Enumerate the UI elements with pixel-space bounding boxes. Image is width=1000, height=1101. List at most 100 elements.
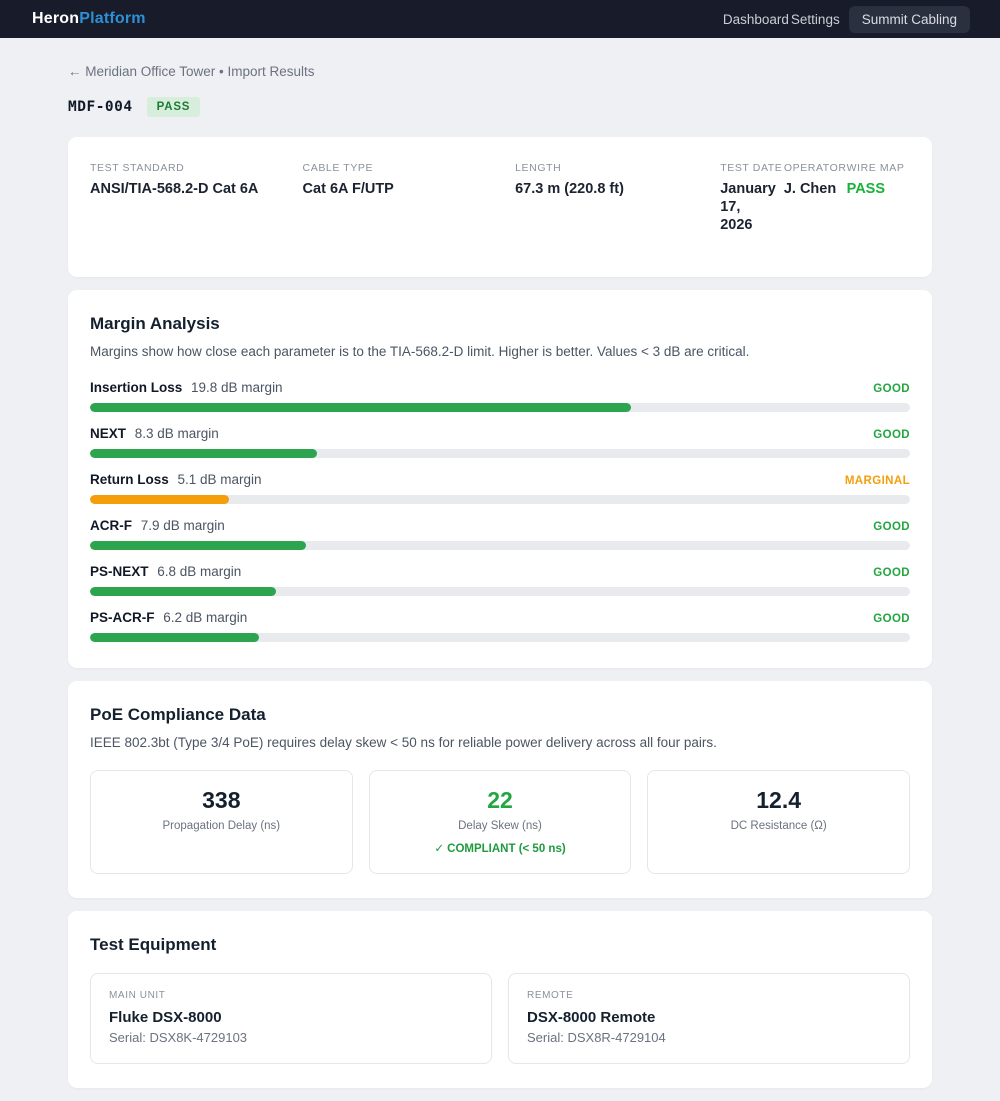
parameter-name: ACR-F bbox=[90, 518, 132, 533]
margin-row-head: PS-NEXT 6.8 dB margin GOOD bbox=[90, 563, 910, 581]
summary-field-label: Length bbox=[515, 162, 562, 174]
org-selector-button[interactable]: Summit Cabling bbox=[848, 5, 970, 33]
equipment-serial: Serial: DSX8K-4729103 bbox=[109, 1030, 248, 1045]
summary-field-label: Operator bbox=[783, 162, 847, 174]
margin-bar-track bbox=[90, 495, 910, 504]
margin-bar-fill bbox=[90, 495, 230, 504]
margin-row-label: PS-ACR-F 6.2 dB margin bbox=[90, 609, 247, 627]
margin-analysis-card: Margin Analysis Margins show how close e… bbox=[68, 290, 932, 668]
margin-status-label: MARGINAL bbox=[844, 475, 910, 487]
margin-status-label: GOOD bbox=[873, 567, 910, 579]
margin-row: Insertion Loss 19.8 dB margin GOOD bbox=[90, 379, 910, 412]
equipment-serial: Serial: DSX8R-4729104 bbox=[527, 1030, 666, 1045]
summary-grid: Test Standard ANSI/TIA-568.2-D Cat 6A Ca… bbox=[90, 161, 910, 235]
poe-stat-value: 12.4 bbox=[756, 787, 802, 813]
summary-field-value: ANSI/TIA-568.2-D Cat 6A bbox=[90, 181, 259, 198]
margin-status-label: GOOD bbox=[873, 429, 910, 441]
summary-field: Test Standard ANSI/TIA-568.2-D Cat 6A bbox=[90, 161, 303, 235]
parameter-name: NEXT bbox=[90, 426, 127, 441]
margin-row: NEXT 8.3 dB margin GOOD bbox=[90, 425, 910, 458]
equipment-role-label: Remote bbox=[527, 990, 574, 1001]
summary-field-value: PASS bbox=[846, 181, 886, 198]
margin-rows: Insertion Loss 19.8 dB margin GOOD NEXT … bbox=[90, 379, 910, 642]
summary-field-label: Wire Map bbox=[846, 162, 905, 174]
margin-status-label: GOOD bbox=[873, 521, 910, 533]
poe-stat-label: Delay Skew (ns) bbox=[458, 820, 542, 832]
navbar-right: Dashboard Settings Summit Cabling bbox=[722, 5, 970, 33]
margin-row-label: ACR-F 7.9 dB margin bbox=[90, 517, 225, 535]
parameter-name: PS-ACR-F bbox=[90, 610, 155, 625]
poe-compliance-card: PoE Compliance Data IEEE 802.3bt (Type 3… bbox=[68, 681, 932, 898]
poe-stat-label: Propagation Delay (ns) bbox=[162, 820, 281, 832]
summary-field-label: Cable Type bbox=[302, 162, 374, 174]
margin-bar-fill bbox=[90, 541, 306, 550]
equipment-unit-box: Main Unit Fluke DSX-8000 Serial: DSX8K-4… bbox=[90, 973, 492, 1064]
summary-field: Length 67.3 m (220.8 ft) bbox=[515, 161, 720, 235]
equipment-grid: Main Unit Fluke DSX-8000 Serial: DSX8K-4… bbox=[90, 973, 910, 1064]
margin-bar-track bbox=[90, 541, 910, 550]
parameter-margin-value: 6.8 dB margin bbox=[153, 564, 242, 579]
test-equipment-card: Test Equipment Main Unit Fluke DSX-8000 … bbox=[68, 911, 932, 1088]
test-summary-card: Test Standard ANSI/TIA-568.2-D Cat 6A Ca… bbox=[68, 137, 932, 277]
margin-bar-fill bbox=[90, 587, 276, 596]
poe-stat-value: 338 bbox=[202, 787, 241, 813]
parameter-name: Return Loss bbox=[90, 472, 169, 487]
nav-link-dashboard[interactable]: Dashboard bbox=[722, 11, 789, 27]
parameter-margin-value: 8.3 dB margin bbox=[131, 426, 219, 441]
status-badge: PASS bbox=[146, 97, 201, 117]
summary-field-value: 67.3 m (220.8 ft) bbox=[515, 181, 624, 198]
margin-row-head: ACR-F 7.9 dB margin GOOD bbox=[90, 517, 910, 535]
summary-field-value: J. Chen bbox=[783, 181, 837, 198]
brand-accent-text: Platform bbox=[79, 10, 146, 27]
margin-row-label: Insertion Loss 19.8 dB margin bbox=[90, 379, 283, 397]
margin-row-head: PS-ACR-F 6.2 dB margin GOOD bbox=[90, 609, 910, 627]
margin-row: Return Loss 5.1 dB margin MARGINAL bbox=[90, 471, 910, 504]
top-navbar: HeronPlatform Dashboard Settings Summit … bbox=[0, 0, 1000, 38]
brand-primary-text: Heron bbox=[32, 10, 80, 27]
test-id-row: MDF-004 PASS bbox=[68, 97, 932, 117]
margin-status-label: GOOD bbox=[873, 613, 910, 625]
summary-field-value: Cat 6A F/UTP bbox=[302, 181, 394, 198]
margin-row: PS-ACR-F 6.2 dB margin GOOD bbox=[90, 609, 910, 642]
poe-stat-box: 12.4 DC Resistance (Ω) bbox=[647, 770, 910, 874]
summary-field-value: January 17, 2026 bbox=[720, 181, 776, 234]
summary-field: Cable Type Cat 6A F/UTP bbox=[303, 161, 516, 235]
poe-title: PoE Compliance Data bbox=[90, 705, 266, 724]
parameter-margin-value: 5.1 dB margin bbox=[173, 472, 262, 487]
margin-analysis-description: Margins show how close each parameter is… bbox=[90, 344, 750, 359]
margin-analysis-title: Margin Analysis bbox=[90, 314, 220, 333]
brand-logo[interactable]: HeronPlatform bbox=[32, 10, 146, 28]
equipment-name: DSX-8000 Remote bbox=[527, 1009, 656, 1026]
summary-field: Operator J. Chen bbox=[784, 161, 847, 235]
parameter-name: PS-NEXT bbox=[90, 564, 149, 579]
summary-field: Test Date January 17, 2026 bbox=[720, 161, 784, 235]
margin-bar-track bbox=[90, 403, 910, 412]
summary-field: Wire Map PASS bbox=[847, 161, 910, 235]
margin-row-head: NEXT 8.3 dB margin GOOD bbox=[90, 425, 910, 443]
margin-bar-track bbox=[90, 633, 910, 642]
page-content: ← Meridian Office Tower • Import Results… bbox=[68, 38, 932, 1088]
margin-bar-fill bbox=[90, 449, 317, 458]
summary-field-label: Test Standard bbox=[90, 162, 185, 174]
poe-stat-grid: 338 Propagation Delay (ns) 22 Delay Skew… bbox=[90, 770, 910, 874]
parameter-margin-value: 6.2 dB margin bbox=[159, 610, 248, 625]
parameter-name: Insertion Loss bbox=[90, 380, 183, 395]
poe-stat-box: 22 Delay Skew (ns) ✓ COMPLIANT (< 50 ns) bbox=[368, 770, 632, 874]
poe-description: IEEE 802.3bt (Type 3/4 PoE) requires del… bbox=[90, 735, 717, 750]
equipment-name: Fluke DSX-8000 bbox=[109, 1009, 222, 1026]
poe-stat-box: 338 Propagation Delay (ns) bbox=[90, 770, 353, 874]
poe-stat-label: DC Resistance (Ω) bbox=[730, 820, 827, 832]
margin-bar-fill bbox=[90, 403, 632, 412]
parameter-margin-value: 7.9 dB margin bbox=[137, 518, 225, 533]
margin-row-head: Insertion Loss 19.8 dB margin GOOD bbox=[90, 379, 910, 397]
margin-row: ACR-F 7.9 dB margin GOOD bbox=[90, 517, 910, 550]
nav-link-settings[interactable]: Settings bbox=[790, 11, 840, 27]
margin-bar-track bbox=[90, 587, 910, 596]
summary-field-label: Test Date bbox=[720, 162, 783, 174]
parameter-margin-value: 19.8 dB margin bbox=[187, 380, 283, 395]
margin-bar-track bbox=[90, 449, 910, 458]
equipment-title: Test Equipment bbox=[90, 935, 217, 954]
margin-row-label: PS-NEXT 6.8 dB margin bbox=[90, 563, 241, 581]
breadcrumb[interactable]: ← Meridian Office Tower • Import Results bbox=[68, 64, 315, 79]
margin-status-label: GOOD bbox=[873, 383, 910, 395]
